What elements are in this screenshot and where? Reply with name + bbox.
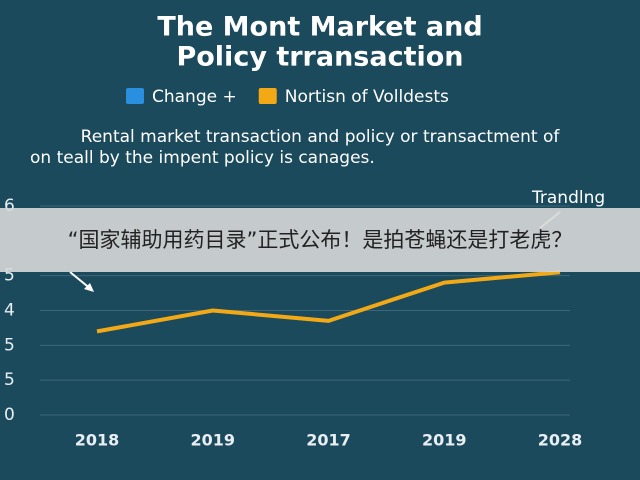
x-tick-label: 2019 [422,431,467,450]
x-tick-label: 2028 [538,431,583,450]
legend: Change + Nortisn of Volldests [126,87,449,107]
x-tick-label: 2018 [75,431,120,450]
legend-label: Change + [152,87,237,107]
arrow-head [84,283,94,292]
series-line [96,270,561,334]
y-tick-label: 5 [4,370,15,390]
subtitle: Rental market transaction and policy or … [81,127,561,147]
y-tick-label: 4 [4,301,15,321]
plot: 0 5 5 4 5 6 2018 2019 2017 2019 2028 [4,196,582,450]
annotation: Trandlng [531,188,605,208]
y-tick-label: 5 [4,335,15,355]
chart-title: The Mont Market and [157,12,482,43]
legend-label: Nortisn of Volldests [285,87,449,107]
banner-text: “国家辅助用药目录”正式公布！是拍苍蝇还是打老虎？ [68,228,573,252]
y-tick-label: 5 [4,266,15,286]
subtitle: on teall by the impent policy is canages… [30,148,375,168]
x-tick-label: 2019 [190,431,235,450]
chart-title: Policy trransaction [176,42,463,73]
legend-swatch [126,88,144,104]
y-tick-label: 0 [4,405,15,425]
y-tick-label: 6 [4,196,15,216]
legend-swatch [258,88,277,104]
x-tick-label: 2017 [306,431,351,450]
banner [0,208,640,272]
